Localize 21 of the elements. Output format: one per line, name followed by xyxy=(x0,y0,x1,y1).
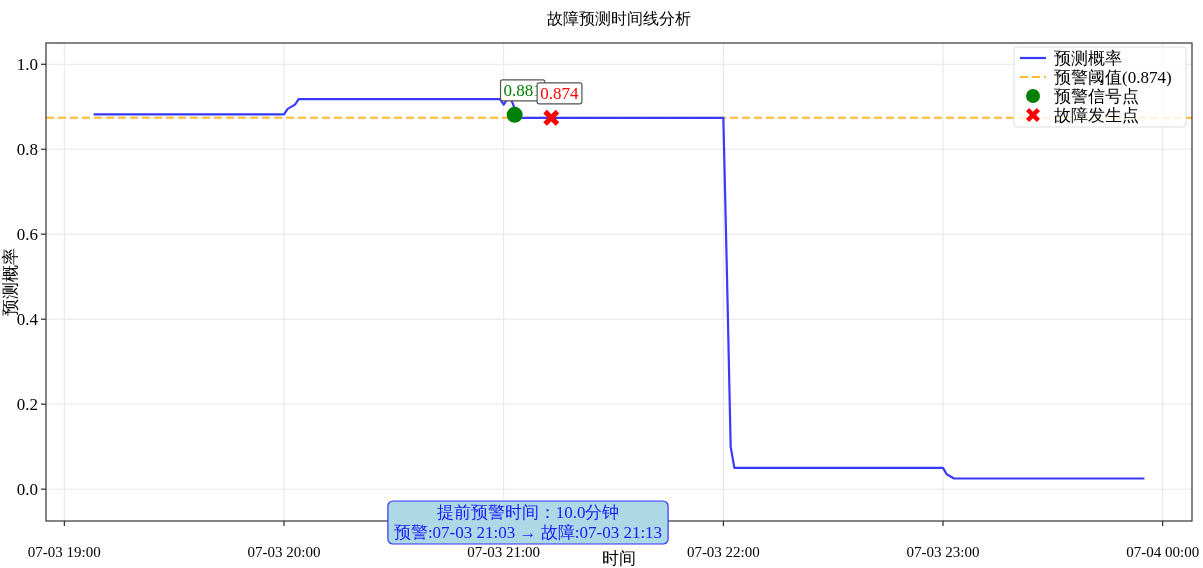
legend-label: 故障发生点 xyxy=(1054,106,1139,125)
y-tick-label: 0.8 xyxy=(16,140,38,160)
legend-label: 预测概率 xyxy=(1054,49,1122,68)
x-tick-label: 07-03 23:00 xyxy=(906,544,980,560)
data-label: 0.874 xyxy=(536,82,583,105)
y-tick-label: 0.2 xyxy=(16,395,38,415)
x-tick-label: 07-04 00:00 xyxy=(1126,544,1200,560)
chart-title: 故障预测时间线分析 xyxy=(547,10,691,27)
y-tick-label: 0.0 xyxy=(16,480,38,500)
annotation-box: 提前预警时间：10.0分钟 预警:07-03 21:03 → 故障:07-03 21:13 xyxy=(387,500,669,545)
x-tick-label: 07-03 22:00 xyxy=(686,544,760,560)
x-tick-label: 07-03 20:00 xyxy=(247,544,321,560)
y-tick-label: 1.0 xyxy=(16,55,38,75)
y-tick-label: 0.6 xyxy=(16,225,38,245)
legend-label: 预警阈值(0.874) xyxy=(1054,68,1172,87)
legend-label: 预警信号点 xyxy=(1054,87,1139,106)
y-axis-title: 预测概率 xyxy=(1,248,20,316)
x-tick-label: 07-03 21:00 xyxy=(467,544,541,560)
x-tick-label: 07-03 19:00 xyxy=(27,544,101,560)
x-axis-title: 时间 xyxy=(602,549,636,568)
annotation: 提前预警时间：10.0分钟 xyxy=(436,503,620,522)
